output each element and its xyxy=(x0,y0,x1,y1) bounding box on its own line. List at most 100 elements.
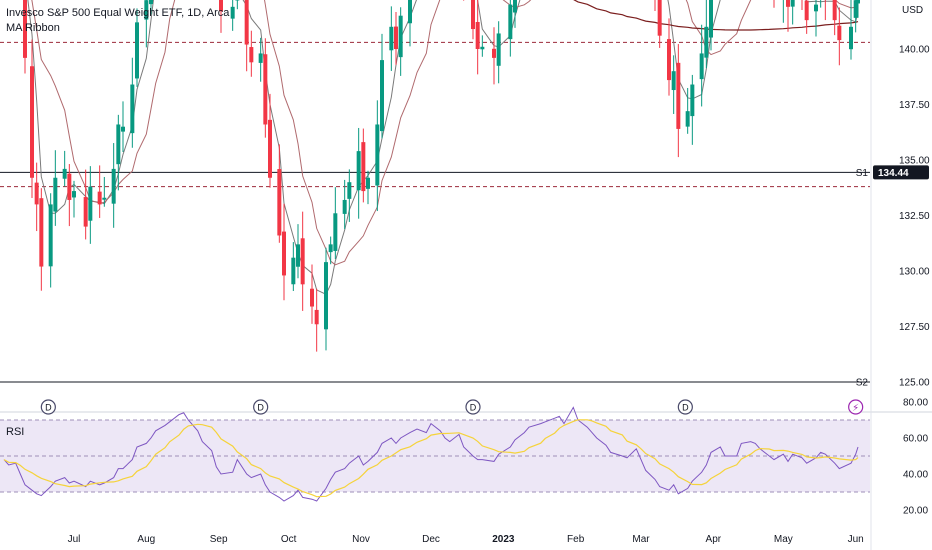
candle-body xyxy=(786,0,790,7)
dividend-marker-label: D xyxy=(682,403,689,413)
candle-body xyxy=(263,54,268,125)
rsi-line xyxy=(3,406,859,502)
candle-body xyxy=(135,22,139,79)
candle-body xyxy=(116,124,121,165)
candle-body xyxy=(102,197,107,200)
candle-body xyxy=(149,0,153,5)
candle-body xyxy=(30,66,34,178)
candle-body xyxy=(496,33,501,66)
candle-body xyxy=(88,186,93,221)
candle-body xyxy=(366,177,370,189)
dividend-marker[interactable] xyxy=(465,399,481,415)
candle-body xyxy=(258,53,263,63)
candle-body xyxy=(300,238,305,285)
candle-body xyxy=(277,169,282,236)
candle-body xyxy=(219,0,223,12)
candle-body xyxy=(249,47,254,63)
price-tick-label: 137.50 xyxy=(899,100,930,111)
candle-body xyxy=(130,84,135,134)
candle-body xyxy=(48,204,53,267)
candle-body xyxy=(704,26,709,58)
time-tick-label: Aug xyxy=(137,534,155,545)
dividend-marker-label: D xyxy=(470,403,477,413)
candle-body xyxy=(814,4,818,12)
candle-body xyxy=(230,6,235,19)
candle-body xyxy=(53,177,58,212)
candle-body xyxy=(324,262,328,330)
dividend-marker[interactable] xyxy=(677,399,693,415)
ma-fast-line xyxy=(27,0,859,295)
time-tick-label: Mar xyxy=(632,534,650,545)
candle-body xyxy=(492,48,496,58)
level-label: S1 xyxy=(856,168,869,179)
event-marker-icon: ⚡ xyxy=(852,403,859,414)
candle-body xyxy=(375,124,380,186)
candle-body xyxy=(513,0,517,13)
price-tick-label: 135.00 xyxy=(899,156,930,167)
candle-body xyxy=(389,26,394,51)
time-tick-label: Feb xyxy=(567,534,585,545)
candle-body xyxy=(690,84,695,117)
candle-body xyxy=(676,62,681,129)
candle-body xyxy=(849,26,853,50)
candle-body xyxy=(356,151,361,191)
rsi-ma-line xyxy=(3,419,859,498)
indicator-label[interactable]: MA Ribbon xyxy=(6,22,60,34)
dividend-marker-label: D xyxy=(45,403,52,413)
candle-body xyxy=(475,22,480,49)
rsi-label[interactable]: RSI xyxy=(6,426,25,438)
candle-body xyxy=(144,0,149,20)
level-price-tag xyxy=(873,165,929,180)
candle-body xyxy=(296,244,300,267)
candle-body xyxy=(480,46,485,50)
candle-body xyxy=(333,213,338,251)
event-marker[interactable] xyxy=(848,399,864,415)
candle-body xyxy=(310,288,314,307)
time-tick-label: 2023 xyxy=(492,534,515,545)
time-tick-label: Jul xyxy=(68,534,81,545)
price-tick-label: 125.00 xyxy=(899,378,930,389)
candle-body xyxy=(837,25,842,41)
price-tick-label: 130.00 xyxy=(899,267,930,278)
time-tick-label: May xyxy=(774,534,793,545)
price-tick-label: 127.50 xyxy=(899,322,930,333)
candle-body xyxy=(62,168,67,179)
candle-body xyxy=(471,0,475,30)
time-tick-label: Jun xyxy=(848,534,864,545)
rsi-tick-label: 80.00 xyxy=(903,398,928,409)
candle-body xyxy=(380,60,384,132)
candle-body xyxy=(34,182,39,205)
price-tick-label: 132.50 xyxy=(899,211,930,222)
candle-body xyxy=(342,199,347,214)
candle-body xyxy=(347,182,352,199)
candle-body xyxy=(699,53,704,80)
candle-body xyxy=(804,0,809,21)
candle-body xyxy=(67,173,72,200)
candle-body xyxy=(97,191,102,205)
level-label: S2 xyxy=(856,378,869,389)
dividend-marker-label: D xyxy=(257,403,264,413)
level-price-tag-text: 134.44 xyxy=(878,168,909,179)
time-tick-label: Dec xyxy=(422,534,440,545)
candle-body xyxy=(832,0,837,21)
candle-body xyxy=(282,231,286,276)
candle-body xyxy=(790,0,795,7)
candle-body xyxy=(111,168,116,204)
dividend-marker[interactable] xyxy=(253,399,269,415)
candle-body xyxy=(39,198,44,267)
candle-body xyxy=(361,142,366,192)
candle-body xyxy=(856,0,860,4)
candle-body xyxy=(72,191,76,198)
candle-body xyxy=(408,0,412,24)
candle-body xyxy=(268,119,272,178)
price-tick-label: 140.00 xyxy=(899,45,930,56)
rsi-tick-label: 60.00 xyxy=(903,434,928,445)
dividend-marker[interactable] xyxy=(40,399,56,415)
candle-body xyxy=(291,257,296,285)
candle-body xyxy=(709,0,713,38)
candle-body xyxy=(83,197,88,227)
time-tick-label: Nov xyxy=(352,534,370,545)
candle-body xyxy=(235,0,240,1)
candle-body xyxy=(671,71,676,91)
